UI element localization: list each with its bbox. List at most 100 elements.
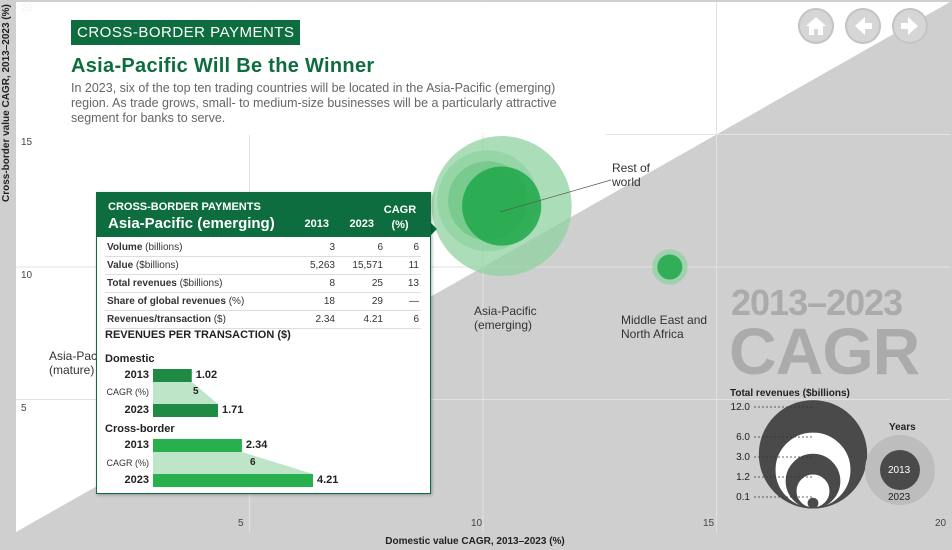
cell-cagr: 13 [385, 274, 421, 293]
house-icon [806, 17, 826, 35]
crossborder-2013-value: 2.34 [245, 439, 268, 451]
crossborder-2013-year: 2013 [124, 439, 149, 451]
domestic-2023-year: 2023 [124, 404, 149, 416]
y-tick-label: 10 [21, 270, 33, 281]
bar-2013 [153, 369, 192, 382]
y-axis-label: Cross-border value CAGR, 2013–2023 (%) [1, 4, 12, 202]
bubble-label-line: Asia-Pac [49, 349, 98, 363]
bubble-label-line: Middle East and [621, 313, 708, 327]
y-tick-label: 15 [21, 137, 33, 148]
row-label: Share of global revenues [107, 296, 226, 307]
crossborder-section-label: Cross-border [105, 423, 175, 435]
domestic-section-label: Domestic [105, 353, 155, 365]
cell-2023: 29 [337, 292, 385, 311]
popup-col-cagr-line2: (%) [391, 219, 409, 231]
row-label: Volume [107, 242, 143, 253]
bubble-label-line: world [612, 175, 641, 189]
table-row: Total revenues ($billions) 8 25 13 [105, 274, 421, 293]
legend-size-circle [807, 497, 819, 509]
row-unit: (billions) [142, 242, 183, 253]
domestic-2013-value: 1.02 [195, 369, 218, 381]
row-unit: ($billions) [176, 278, 223, 289]
table-row: Volume (billions) 3 6 6 [105, 239, 421, 257]
bubble-label-line: (emerging) [474, 318, 533, 332]
popup-subtitle: CROSS-BORDER PAYMENTS [108, 201, 261, 213]
popup-col-cagr: CAGR (%) [383, 203, 417, 233]
cell-2013: 8 [297, 274, 337, 293]
y-tick-label: 5 [21, 403, 27, 414]
cell-2023: 6 [337, 239, 385, 257]
row-unit: ($billions) [133, 260, 179, 271]
bubble-label-rest-of-world[interactable]: Rest of world [612, 161, 650, 189]
watermark-years: 2013–2023 [731, 282, 903, 323]
popup-pointer [429, 221, 437, 237]
bubble-1 [431, 136, 572, 277]
popup-title: Asia-Pacific (emerging) [108, 215, 275, 232]
cell-2013: 2.34 [297, 310, 337, 329]
x-tick-label: 15 [703, 518, 715, 529]
years-legend-2013: 2013 [888, 465, 911, 476]
cell-2023: 15,571 [337, 256, 385, 275]
bubble-label-line: Rest of [612, 161, 651, 175]
cell-2013: 5,263 [297, 256, 337, 275]
cell-cagr: 11 [385, 256, 421, 275]
row-unit: (%) [225, 296, 245, 307]
arrow-right-icon [901, 17, 918, 35]
cell-2023: 25 [337, 274, 385, 293]
x-tick-label: 5 [238, 518, 244, 529]
table-row: Value ($billions) 5,263 15,571 11 [105, 256, 421, 275]
cagr-band [153, 452, 313, 474]
watermark-cagr: CAGR [729, 314, 920, 388]
bubble-leader-line [499, 179, 612, 213]
popup-col-2013: 2013 [304, 218, 329, 230]
legend-value: 0.1 [736, 492, 750, 503]
forward-button[interactable] [892, 8, 928, 44]
bubble-label-middle-east[interactable]: Middle East and North Africa [621, 313, 707, 341]
cell-2013: 3 [297, 239, 337, 257]
popup-stats-table: Volume (billions) 3 6 6 Value ($billions… [105, 239, 421, 329]
bubble-2013 [657, 254, 683, 280]
row-unit: ($) [210, 314, 226, 325]
bubble-label-line: North Africa [621, 327, 684, 341]
popup-col-2023: 2023 [349, 218, 374, 230]
x-tick-label: 20 [935, 518, 947, 529]
bubble-label-line: (mature) [49, 363, 95, 377]
years-legend-title: Years [889, 422, 916, 433]
region-detail-popup: CROSS-BORDER PAYMENTS Asia-Pacific (emer… [96, 192, 431, 494]
legend-value: 6.0 [736, 432, 750, 443]
crossborder-cagr-label: CAGR (%) [106, 458, 150, 468]
domestic-cagr-label: CAGR (%) [106, 387, 150, 397]
cell-2013: 18 [297, 292, 337, 311]
bubble-label-asia-pacific-emerging[interactable]: Asia-Pacific (emerging) [474, 304, 537, 332]
cagr-band [153, 382, 218, 404]
years-legend-2023: 2023 [888, 492, 911, 503]
arrow-left-icon [855, 17, 872, 35]
table-row: Share of global revenues (%) 18 29 — [105, 292, 421, 311]
back-button[interactable] [845, 8, 881, 44]
bubble-label-line: Asia-Pacific [474, 304, 537, 318]
legend-year-2013-circle [880, 450, 920, 490]
section-pill: CROSS-BORDER PAYMENTS [71, 20, 301, 45]
bubble-label-asia-pacific-mature[interactable]: Asia-Pac (mature) [49, 349, 97, 377]
x-axis-label: Domestic value CAGR, 2013–2023 (%) [385, 536, 565, 547]
bubble-2 [652, 249, 688, 285]
home-button[interactable] [798, 8, 834, 44]
domestic-cagr-value: 5 [193, 386, 199, 397]
legend-circles [754, 400, 935, 509]
popup-col-cagr-line1: CAGR [383, 204, 417, 216]
intro-text: In 2023, six of the top ten trading coun… [71, 81, 557, 125]
bar-2013 [153, 439, 242, 452]
bar-2023 [153, 474, 313, 487]
rpt-section-title: REVENUES PER TRANSACTION ($) [105, 329, 291, 341]
rpt-bars-graphic [153, 369, 313, 487]
legend-value: 1.2 [736, 472, 750, 483]
cell-cagr: 6 [385, 239, 421, 257]
crossborder-cagr-value: 6 [250, 457, 256, 468]
page-title: Asia-Pacific Will Be the Winner [71, 55, 375, 77]
domestic-2013-year: 2013 [124, 369, 149, 381]
legend-value: 3.0 [736, 452, 750, 463]
row-label: Revenues/transaction [107, 314, 211, 325]
crossborder-2023-year: 2023 [124, 474, 149, 486]
row-label: Total revenues [107, 278, 177, 289]
